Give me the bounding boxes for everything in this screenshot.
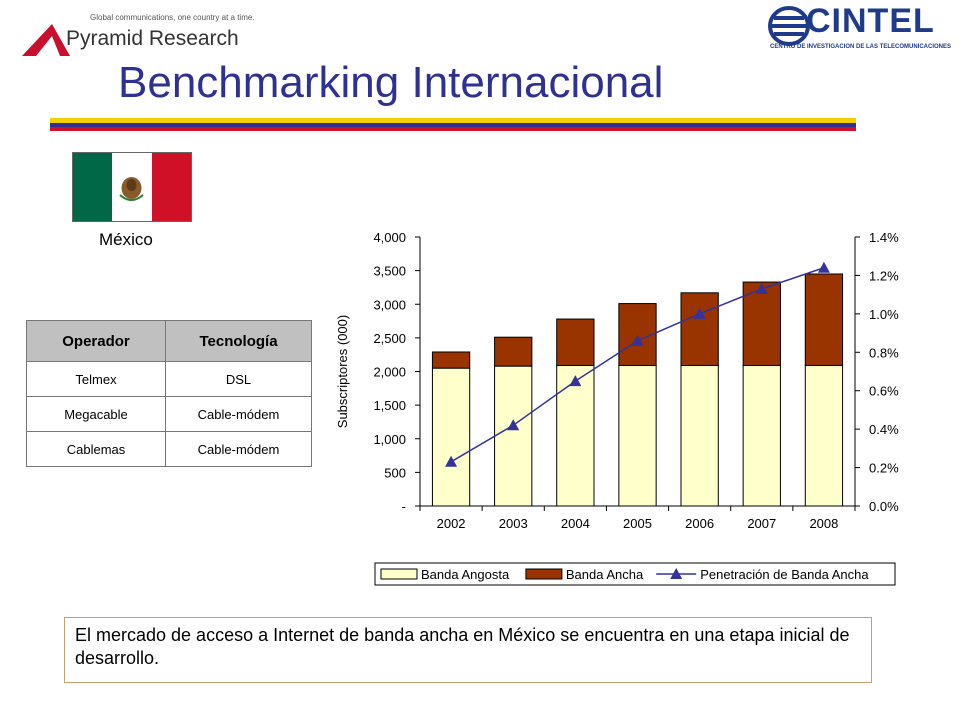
x-tick-label: 2006 [685, 516, 714, 531]
y-tick-label-left: 1,500 [373, 398, 406, 413]
y-tick-label-left: 1,000 [373, 432, 406, 447]
legend-penetracion: Penetración de Banda Ancha [700, 567, 869, 582]
bar-banda-angosta [494, 365, 533, 507]
bar-banda-angosta [742, 364, 781, 507]
header-operador: Operador [26, 320, 166, 362]
bar-banda-ancha [431, 351, 471, 369]
y-tick-label-left: 2,500 [373, 331, 406, 346]
line-point-marker [507, 419, 520, 431]
y-tick-label-right: 0.2% [869, 461, 899, 476]
header-tecnologia: Tecnología [165, 320, 312, 362]
table-header-row: Operador Tecnología [26, 320, 312, 362]
bar-banda-ancha [680, 292, 719, 366]
bar-banda-ancha [804, 273, 844, 366]
legend-box [374, 562, 896, 586]
x-tick-label: 2007 [747, 516, 776, 531]
y-tick-label-left: 500 [384, 465, 406, 480]
line-point-marker [755, 282, 768, 294]
operator-cell: Megacable [26, 396, 166, 432]
operators-table: Operador Tecnología Telmex DSL Megacable… [26, 320, 312, 467]
legend-banda-angosta: Banda Angosta [421, 567, 510, 582]
x-tick-label: 2003 [499, 516, 528, 531]
table-row: Cablemas Cable-módem [26, 431, 312, 467]
bar-banda-ancha [556, 318, 595, 366]
flag-green-band [73, 153, 113, 221]
x-tick-label: 2005 [623, 516, 652, 531]
title-stripe-red [50, 127, 856, 131]
mexico-flag [72, 152, 192, 222]
bar-banda-ancha [494, 336, 533, 367]
table-row: Telmex DSL [26, 361, 312, 397]
operator-cell: Cablemas [26, 431, 166, 467]
line-point-marker [569, 375, 582, 387]
pyramid-tagline: Global communications, one country at a … [90, 13, 255, 22]
y-tick-label-left: 3,000 [373, 297, 406, 312]
legend-swatch-banda-angosta [380, 568, 418, 580]
y-tick-label-right: 1.2% [869, 268, 899, 283]
cintel-name: CINTEL [806, 2, 935, 40]
legend-marker-penetracion [670, 568, 683, 579]
pyramid-logo-icon [22, 24, 70, 56]
line-point-marker [445, 455, 458, 467]
cintel-subtitle: CENTRO DE INVESTIGACION DE LAS TELECOMUN… [770, 44, 952, 50]
line-point-marker [631, 334, 644, 346]
bar-banda-angosta [431, 367, 471, 507]
x-tick-label: 2008 [809, 516, 838, 531]
y-tick-label-left: - [402, 499, 406, 514]
y-tick-label-right: 1.4% [869, 230, 899, 245]
broadband-chart: - 500 1,000 1,500 2,000 2,500 3,000 3,500 4,000 0… [335, 230, 899, 586]
line-point-marker [693, 307, 706, 319]
technology-cell: DSL [165, 361, 312, 397]
bar-banda-angosta [680, 364, 719, 507]
bar-banda-ancha [618, 303, 657, 366]
y-tick-label-left: 2,000 [373, 365, 406, 380]
flag-white-band [112, 153, 152, 221]
cintel-globe-icon [768, 6, 810, 46]
legend-swatch-banda-ancha [525, 568, 563, 580]
bar-banda-ancha [742, 281, 781, 366]
page-title: Benchmarking Internacional [118, 58, 664, 107]
technology-cell: Cable-módem [165, 396, 312, 432]
x-tick-label: 2002 [437, 516, 466, 531]
legend-banda-ancha: Banda Ancha [566, 567, 644, 582]
footnote-box: El mercado de acceso a Internet de banda… [64, 617, 872, 683]
y-tick-label-right: 0.0% [869, 499, 899, 514]
technology-cell: Cable-módem [165, 431, 312, 467]
title-stripe-yellow [50, 118, 856, 123]
operator-cell: Telmex [26, 361, 166, 397]
table-row: Megacable Cable-módem [26, 396, 312, 432]
title-stripe-blue [50, 123, 856, 127]
y-tick-label-left: 3,500 [373, 264, 406, 279]
bar-banda-angosta [804, 364, 844, 507]
line-point-marker [817, 261, 830, 273]
bar-banda-angosta [556, 364, 595, 507]
y-tick-label-left: 4,000 [373, 230, 406, 245]
coat-of-arms-icon [119, 177, 144, 201]
y-tick-label-right: 1.0% [869, 307, 899, 322]
pyramid-research-logo [10, 8, 270, 58]
flag-red-band [151, 153, 191, 221]
bar-banda-angosta [618, 364, 657, 507]
country-label: México [99, 230, 153, 249]
pyramid-name: Pyramid Research [66, 27, 239, 50]
y-axis-label: Subscriptores (000) [335, 315, 350, 428]
x-tick-label: 2004 [561, 516, 590, 531]
y-tick-label-right: 0.4% [869, 422, 899, 437]
y-tick-label-right: 0.8% [869, 345, 899, 360]
y-tick-label-right: 0.6% [869, 384, 899, 399]
